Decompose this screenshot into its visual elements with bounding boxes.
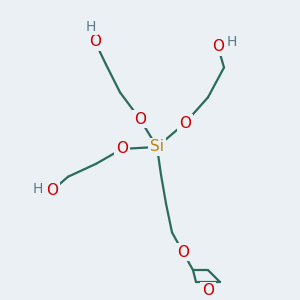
- Text: O: O: [212, 39, 224, 54]
- Text: Si: Si: [150, 140, 164, 154]
- Text: H: H: [227, 35, 237, 49]
- Text: H: H: [33, 182, 43, 196]
- Text: O: O: [116, 141, 128, 156]
- Text: O: O: [177, 245, 189, 260]
- Text: O: O: [179, 116, 191, 130]
- Text: O: O: [202, 284, 214, 298]
- Text: H: H: [86, 20, 96, 34]
- Text: O: O: [89, 34, 101, 49]
- Text: O: O: [134, 112, 146, 127]
- Text: O: O: [46, 183, 58, 198]
